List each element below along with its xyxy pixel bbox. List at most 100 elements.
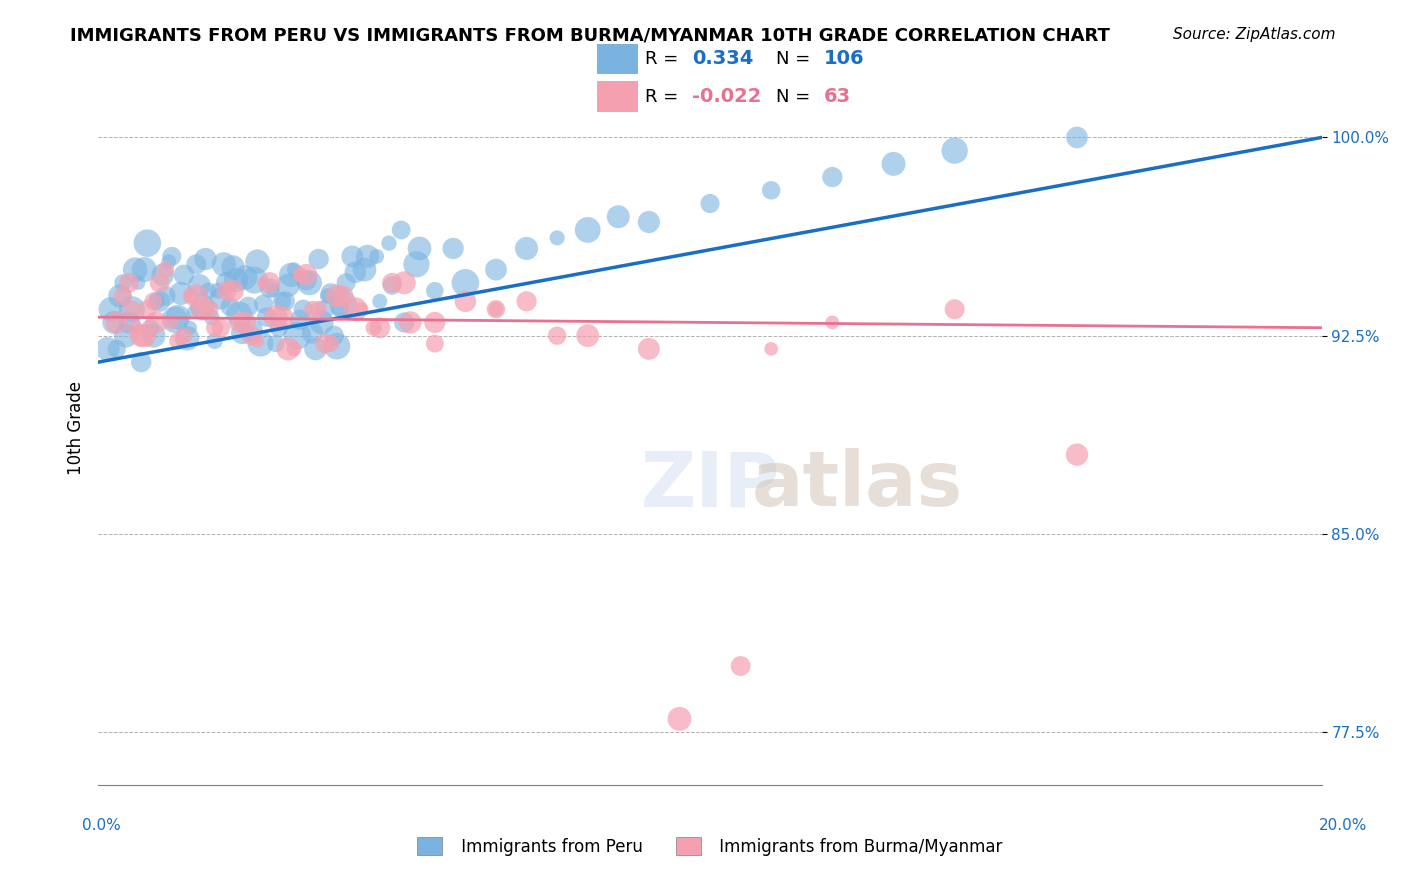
Point [308, 252, 330, 266]
Point [546, 328, 568, 343]
Point [134, 262, 156, 277]
Point [136, 236, 159, 251]
Point [170, 286, 193, 301]
Point [188, 278, 211, 293]
Point [105, 342, 128, 356]
Point [105, 315, 128, 329]
Point [240, 328, 263, 343]
Point [381, 276, 404, 290]
Point [249, 336, 271, 351]
Point [295, 273, 318, 287]
Point [264, 310, 287, 325]
Point [181, 305, 204, 319]
Point [761, 183, 783, 197]
Point [259, 276, 281, 290]
Point [233, 270, 256, 285]
Point [225, 273, 247, 287]
Point [314, 336, 336, 351]
Point [576, 328, 599, 343]
Point [155, 289, 177, 303]
Point [329, 302, 352, 317]
Point [485, 302, 508, 317]
Point [285, 328, 308, 343]
Point [136, 302, 159, 317]
Point [290, 268, 312, 282]
Point [730, 659, 752, 673]
Point [392, 276, 416, 290]
Point [142, 294, 165, 309]
Point [233, 315, 256, 329]
Text: ZIP: ZIP [640, 449, 780, 522]
Y-axis label: 10th Grade: 10th Grade [66, 381, 84, 475]
Point [97, 342, 120, 356]
Point [353, 262, 375, 277]
Text: R =: R = [644, 87, 683, 105]
Point [191, 300, 214, 314]
Point [326, 339, 349, 353]
Point [356, 249, 378, 263]
Point [238, 300, 260, 314]
Point [366, 249, 388, 263]
Point [179, 320, 201, 334]
Point [163, 313, 186, 327]
Point [485, 262, 508, 277]
Point [222, 284, 245, 298]
Point [378, 236, 401, 251]
Point [176, 331, 198, 345]
Point [121, 302, 143, 317]
Point [405, 257, 427, 271]
Point [200, 310, 222, 325]
Point [637, 342, 661, 356]
Point [191, 302, 214, 317]
Point [342, 249, 364, 263]
Text: 20.0%: 20.0% [1319, 818, 1367, 832]
Text: atlas: atlas [751, 449, 962, 522]
Point [129, 328, 152, 343]
Point [267, 320, 290, 334]
Point [441, 242, 464, 256]
Point [118, 276, 141, 290]
Point [111, 289, 134, 303]
Point [209, 320, 232, 334]
Text: 0.0%: 0.0% [82, 818, 121, 832]
Text: IMMIGRANTS FROM PERU VS IMMIGRANTS FROM BURMA/MYANMAR 10TH GRADE CORRELATION CHA: IMMIGRANTS FROM PERU VS IMMIGRANTS FROM … [70, 27, 1111, 45]
Point [139, 320, 162, 334]
FancyBboxPatch shape [598, 44, 638, 74]
Legend:  Immigrants from Peru,  Immigrants from Burma/Myanmar: Immigrants from Peru, Immigrants from Bu… [411, 830, 1010, 863]
Point [454, 294, 477, 309]
Text: Source: ZipAtlas.com: Source: ZipAtlas.com [1173, 27, 1336, 42]
Point [100, 302, 122, 317]
Point [115, 328, 138, 343]
Point [308, 302, 330, 317]
Point [197, 284, 219, 298]
Point [270, 310, 294, 325]
Point [277, 342, 299, 356]
Point [186, 257, 208, 271]
Point [274, 294, 297, 309]
Point [408, 242, 430, 256]
Point [215, 284, 238, 298]
Point [157, 254, 180, 268]
Point [145, 315, 167, 329]
Point [167, 334, 190, 348]
Point [637, 215, 661, 229]
Point [1066, 448, 1088, 462]
Point [821, 315, 844, 329]
Point [350, 302, 373, 317]
Point [292, 302, 315, 317]
Point [319, 286, 342, 301]
Point [311, 315, 333, 329]
Text: 0.334: 0.334 [692, 49, 754, 69]
Point [335, 276, 357, 290]
Text: 63: 63 [824, 87, 851, 106]
Point [332, 289, 354, 303]
Point [264, 336, 287, 351]
Point [127, 276, 149, 290]
Point [301, 302, 323, 317]
Point [197, 302, 219, 317]
Point [149, 276, 172, 290]
Text: 106: 106 [824, 49, 863, 69]
Point [301, 326, 323, 340]
Point [118, 315, 141, 329]
Text: N =: N = [776, 87, 823, 105]
